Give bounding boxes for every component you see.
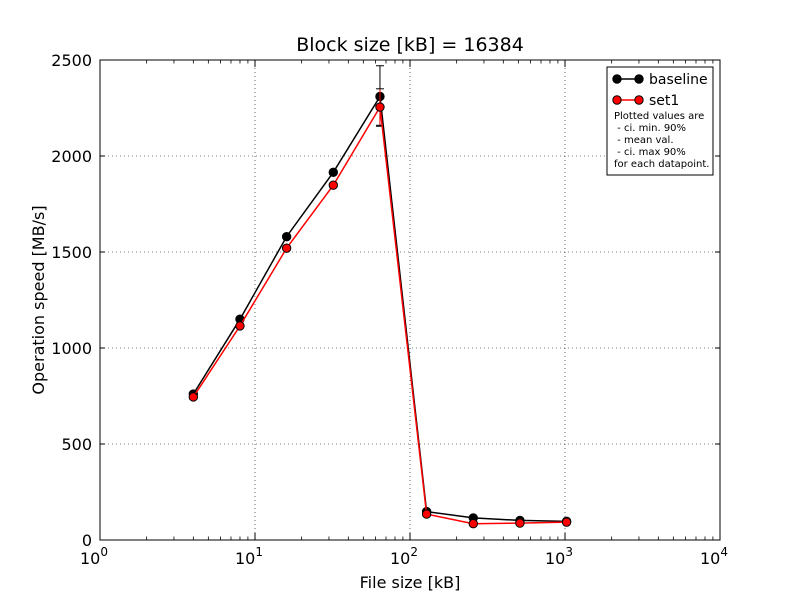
- legend-item-set1: set1: [612, 93, 679, 109]
- data-point-set1: [328, 180, 338, 190]
- data-point-set1: [188, 392, 199, 402]
- y-tick-label: 2500: [51, 51, 92, 70]
- x-tick-exponent: 0: [100, 545, 108, 559]
- x-tick-base: 10: [545, 549, 565, 568]
- legend-box: [606, 66, 714, 176]
- data-point-baseline: [281, 231, 292, 242]
- data-point-set1: [561, 517, 572, 527]
- legend-marker: [612, 74, 622, 84]
- y-axis-label: Operation speed [MB/s]: [29, 205, 48, 394]
- x-tick-label: 101: [235, 545, 263, 568]
- data-point-set1: [468, 518, 478, 529]
- x-tick-label: 104: [700, 545, 728, 568]
- x-tick-base: 10: [80, 549, 100, 568]
- legend-note-line: Plotted values are: [614, 111, 704, 122]
- legend-note-line: - mean val.: [614, 135, 674, 146]
- data-point-set1: [375, 102, 385, 112]
- series-set1: [188, 88, 572, 529]
- legend-item-baseline: baseline: [612, 72, 708, 88]
- data-point-set1: [421, 509, 432, 519]
- x-axis-label: File size [kB]: [360, 573, 461, 592]
- legend-label: set1: [649, 93, 679, 109]
- legend: baseline set1 Plotted values are - ci. min…: [606, 66, 714, 176]
- x-tick-exponent: 4: [720, 545, 728, 559]
- y-tick-label: 500: [61, 435, 92, 454]
- series-layer: [188, 65, 572, 529]
- legend-label: baseline: [649, 72, 708, 88]
- data-point-set1: [281, 243, 292, 253]
- x-tick-label: 103: [545, 545, 573, 568]
- chart-title: Block size [kB] = 16384: [296, 34, 524, 56]
- x-tick-base: 10: [390, 549, 410, 568]
- legend-marker: [612, 95, 622, 105]
- y-tick-label: 2000: [51, 147, 92, 166]
- legend-marker: [634, 95, 644, 105]
- y-tick-label: 1000: [51, 339, 92, 358]
- legend-marker: [634, 74, 644, 84]
- legend-note-line: - ci. max 90%: [614, 147, 686, 158]
- legend-note-line: for each datapoint.: [614, 159, 709, 170]
- x-tick-label: 100: [80, 545, 108, 568]
- y-tick-label: 1500: [51, 243, 92, 262]
- data-point-baseline: [328, 167, 338, 178]
- data-point-set1: [515, 518, 525, 528]
- x-tick-exponent: 3: [565, 545, 573, 559]
- x-tick-exponent: 2: [410, 545, 418, 559]
- x-tick-base: 10: [700, 549, 720, 568]
- x-tick-base: 10: [235, 549, 255, 568]
- x-tick-exponent: 1: [255, 545, 263, 559]
- legend-note-line: - ci. min. 90%: [614, 123, 686, 134]
- y-tick-label: 0: [82, 531, 92, 550]
- data-point-set1: [235, 321, 245, 331]
- x-tick-label: 102: [390, 545, 418, 568]
